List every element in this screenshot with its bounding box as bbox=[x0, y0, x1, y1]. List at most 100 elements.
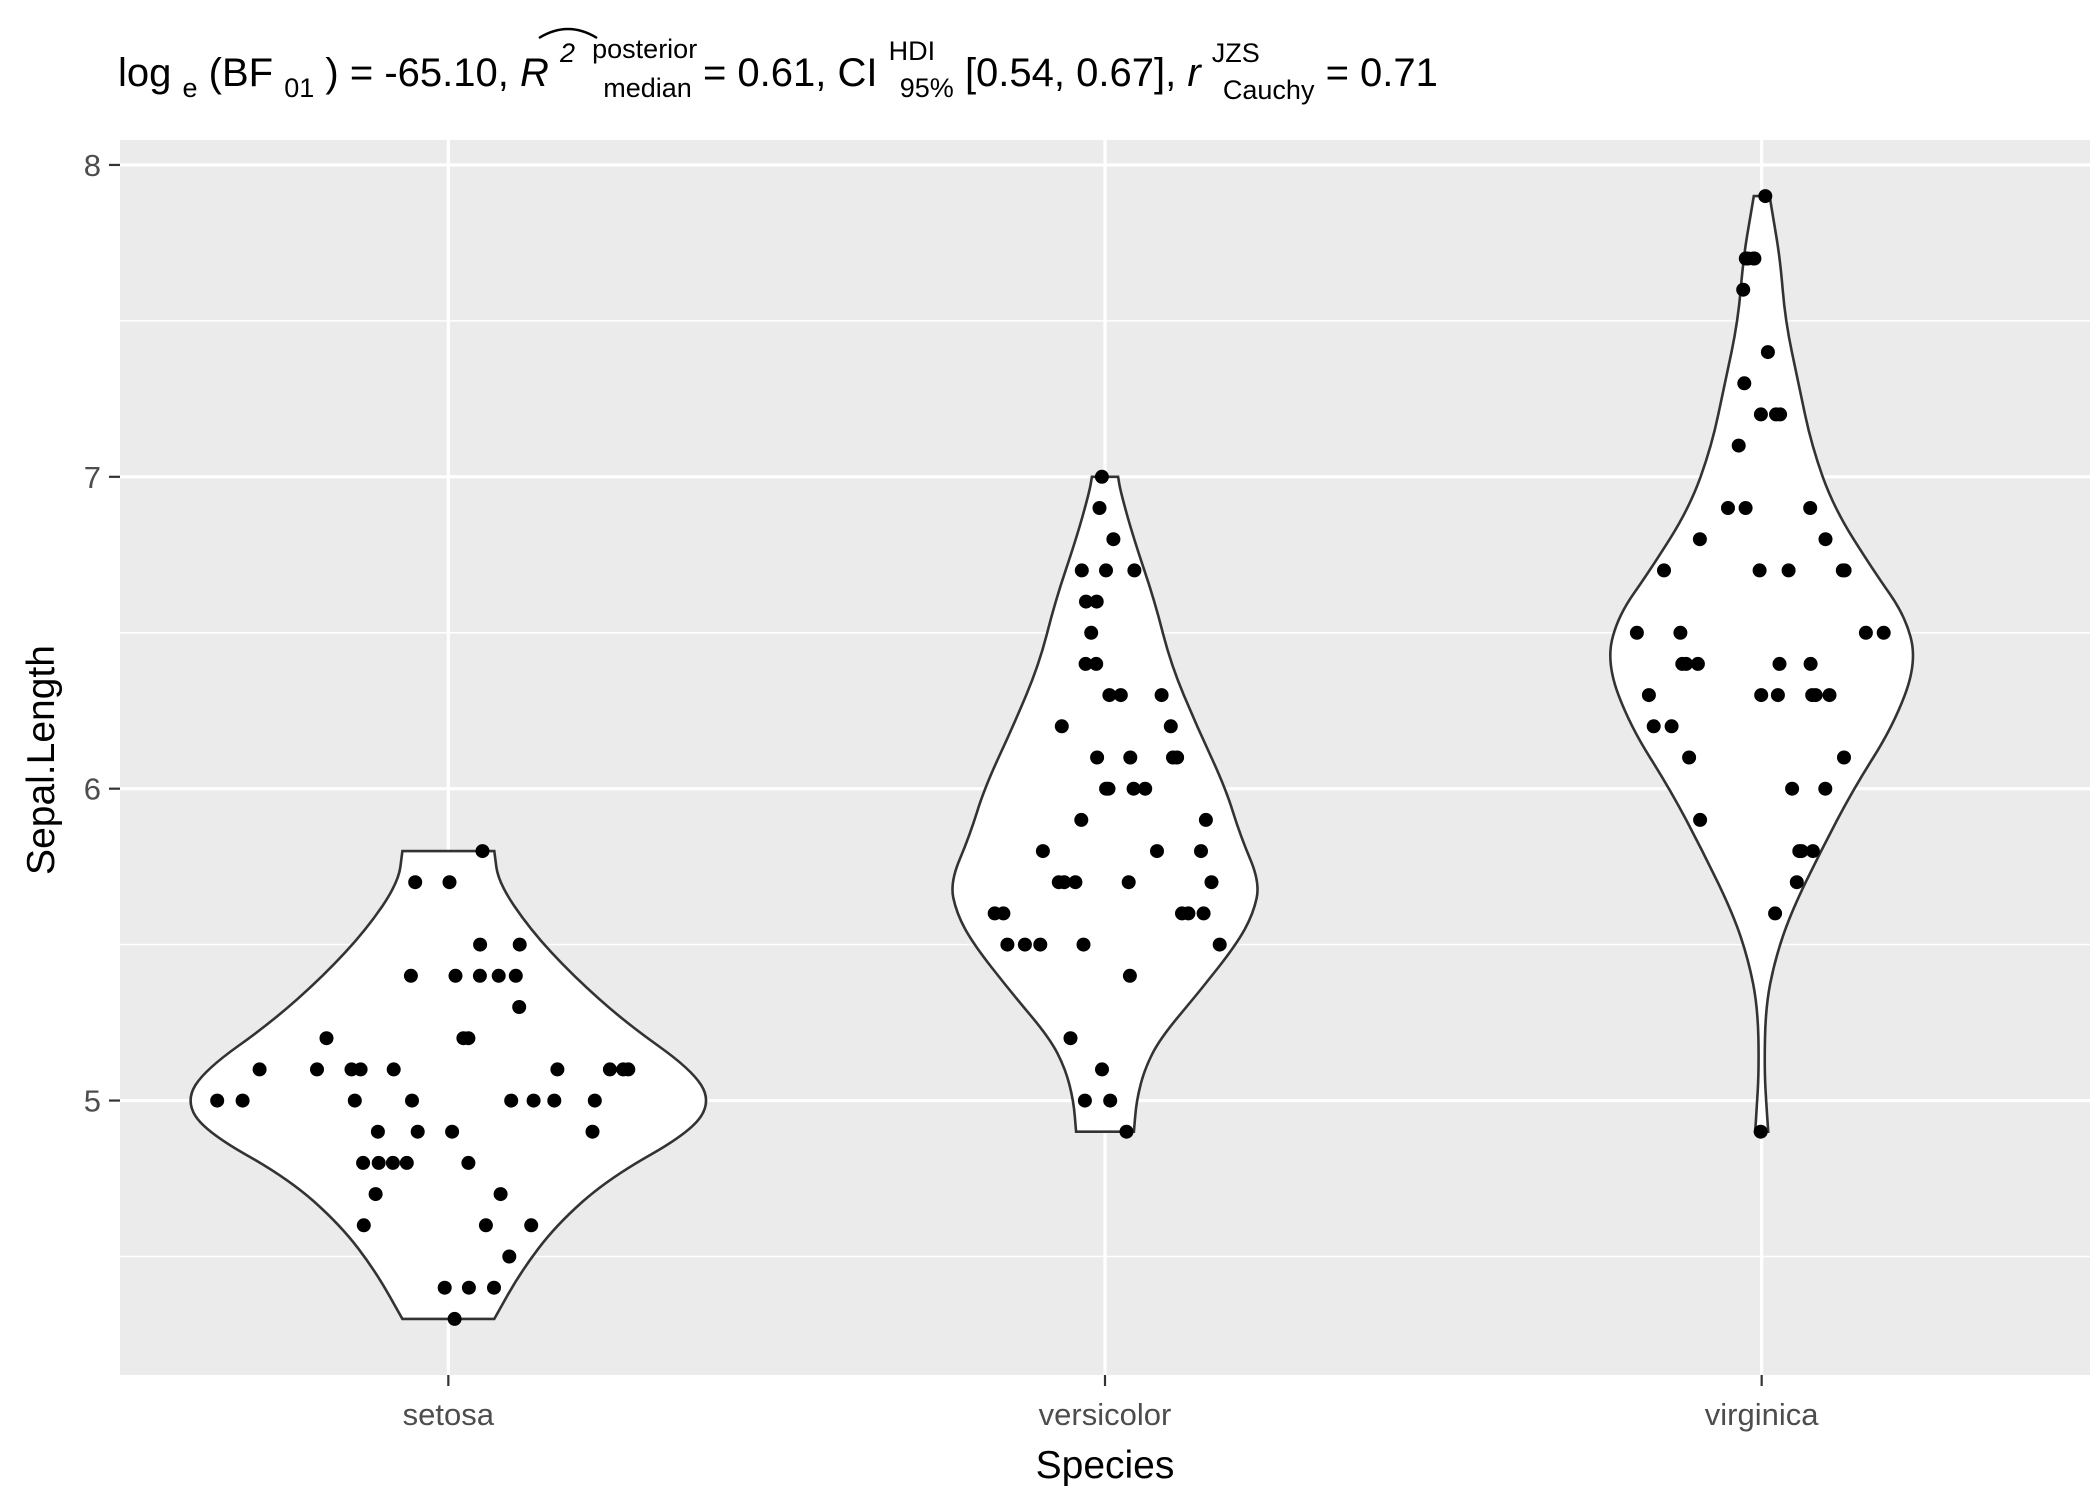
data-point-versicolor bbox=[1078, 656, 1093, 671]
data-point-versicolor bbox=[1035, 844, 1050, 859]
data-point-virginica bbox=[1721, 501, 1735, 515]
data-point-versicolor bbox=[1063, 1031, 1078, 1046]
title-r-exponent: 2 bbox=[559, 38, 575, 68]
data-point-versicolor bbox=[1126, 781, 1141, 796]
y-axis-title: Sepal.Length bbox=[20, 645, 63, 875]
data-point-setosa bbox=[473, 937, 488, 952]
data-point-virginica bbox=[1808, 688, 1823, 703]
title-rc-symbol: r bbox=[1187, 51, 1202, 95]
violins bbox=[189, 194, 1915, 1321]
title-rc-value: = 0.71 bbox=[1326, 51, 1438, 95]
data-point-virginica bbox=[1692, 532, 1707, 547]
data-point-versicolor bbox=[1094, 469, 1109, 484]
data-point-virginica bbox=[1822, 688, 1837, 703]
data-point-virginica bbox=[1673, 625, 1688, 640]
data-point-setosa bbox=[587, 1093, 602, 1108]
data-point-setosa bbox=[475, 844, 490, 859]
title-r-symbol: R bbox=[520, 51, 549, 95]
data-point-virginica bbox=[1772, 656, 1787, 671]
data-point-versicolor bbox=[1154, 688, 1169, 703]
title-bf: (BF bbox=[209, 51, 273, 95]
data-point-virginica bbox=[1770, 688, 1785, 703]
title-rc-cauchy: Cauchy bbox=[1223, 75, 1315, 105]
x-tick-label: setosa bbox=[403, 1397, 495, 1432]
data-point-setosa bbox=[491, 968, 506, 983]
data-point-virginica bbox=[1803, 656, 1818, 671]
data-point-setosa bbox=[370, 1124, 385, 1139]
data-point-setosa bbox=[502, 1249, 517, 1264]
data-point-versicolor bbox=[1212, 937, 1227, 952]
data-point-versicolor bbox=[1074, 563, 1089, 578]
data-point-setosa bbox=[385, 1155, 400, 1170]
data-point-virginica bbox=[1768, 906, 1783, 921]
data-point-virginica bbox=[1753, 1124, 1768, 1139]
title-log: log bbox=[118, 51, 171, 95]
data-point-versicolor bbox=[1170, 750, 1185, 765]
data-point-setosa bbox=[368, 1187, 383, 1202]
title-ci-interval: [0.54, 0.67], bbox=[965, 51, 1187, 95]
data-point-virginica bbox=[1664, 719, 1679, 734]
data-point-virginica bbox=[1837, 563, 1852, 578]
data-point-virginica bbox=[1737, 376, 1752, 391]
data-point-setosa bbox=[319, 1031, 334, 1046]
data-point-versicolor bbox=[1089, 656, 1104, 671]
data-point-setosa bbox=[403, 968, 418, 983]
x-axis-ticks: setosa versicolor virginica bbox=[403, 1375, 1819, 1432]
data-point-versicolor bbox=[1051, 875, 1066, 890]
data-point-setosa bbox=[235, 1093, 250, 1108]
title-ci-hdi: HDI bbox=[889, 36, 936, 66]
data-point-versicolor bbox=[1103, 1093, 1118, 1108]
x-tick-label: virginica bbox=[1705, 1397, 1819, 1432]
data-point-versicolor bbox=[1095, 1062, 1109, 1077]
violin-versicolor bbox=[951, 475, 1259, 1133]
data-point-virginica bbox=[1738, 501, 1753, 515]
data-point-setosa bbox=[493, 1187, 508, 1202]
data-point-setosa bbox=[437, 1280, 452, 1295]
data-point-virginica bbox=[1646, 719, 1661, 734]
data-point-setosa bbox=[399, 1155, 414, 1170]
y-axis-ticks: 5 6 7 8 bbox=[84, 148, 120, 1119]
data-point-versicolor bbox=[1106, 532, 1121, 547]
data-point-setosa bbox=[512, 1000, 527, 1014]
title-ci-level: 95% bbox=[900, 73, 954, 103]
title-log-base: e bbox=[183, 73, 198, 103]
data-point-virginica bbox=[1641, 688, 1656, 703]
data-point-versicolor bbox=[1198, 812, 1213, 827]
title-bf-value: ) = -65.10, bbox=[325, 51, 520, 95]
data-point-virginica bbox=[1690, 656, 1705, 671]
data-point-versicolor bbox=[1092, 501, 1107, 515]
data-point-virginica bbox=[1758, 189, 1773, 204]
data-point-setosa bbox=[356, 1218, 371, 1233]
data-point-setosa bbox=[371, 1155, 386, 1170]
data-point-setosa bbox=[461, 1155, 476, 1170]
data-point-setosa bbox=[585, 1124, 600, 1139]
data-point-versicolor bbox=[1181, 906, 1196, 921]
data-point-virginica bbox=[1736, 282, 1751, 297]
data-point-versicolor bbox=[1138, 781, 1153, 796]
data-point-virginica bbox=[1876, 625, 1891, 640]
data-point-setosa bbox=[547, 1093, 562, 1108]
data-point-versicolor bbox=[1113, 688, 1128, 703]
title-r-posterior: posterior bbox=[592, 34, 697, 64]
data-point-setosa bbox=[524, 1218, 539, 1233]
data-point-versicolor bbox=[1204, 875, 1219, 890]
data-point-versicolor bbox=[1123, 750, 1138, 765]
data-point-setosa bbox=[210, 1093, 225, 1108]
data-point-setosa bbox=[616, 1062, 631, 1077]
data-point-versicolor bbox=[1102, 688, 1117, 703]
data-point-virginica bbox=[1731, 438, 1746, 453]
data-point-virginica bbox=[1769, 407, 1783, 422]
data-point-versicolor bbox=[1150, 844, 1164, 859]
data-point-versicolor bbox=[1074, 812, 1089, 827]
data-point-setosa bbox=[504, 1093, 519, 1108]
violin-setosa bbox=[189, 849, 708, 1321]
violin-virginica bbox=[1609, 194, 1915, 1133]
y-tick-label: 5 bbox=[84, 1084, 101, 1119]
data-point-virginica bbox=[1675, 656, 1690, 671]
data-points bbox=[210, 189, 1891, 1326]
data-point-setosa bbox=[252, 1062, 267, 1077]
x-tick-label: versicolor bbox=[1039, 1397, 1172, 1432]
data-point-versicolor bbox=[1127, 563, 1142, 578]
data-point-virginica bbox=[1760, 345, 1775, 360]
data-point-setosa bbox=[478, 1218, 493, 1233]
